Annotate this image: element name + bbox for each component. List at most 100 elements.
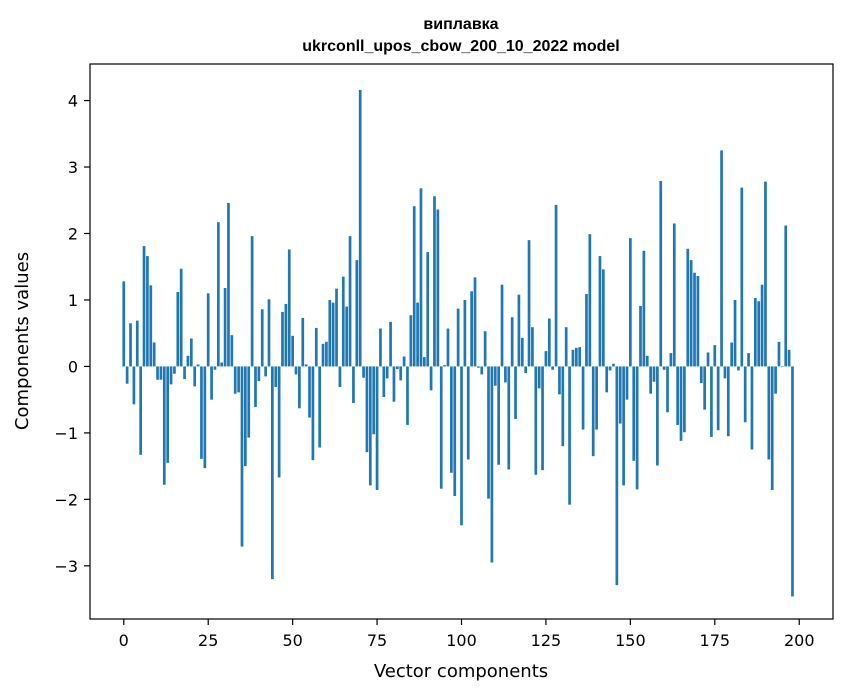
bar <box>206 293 210 367</box>
bar <box>210 366 213 400</box>
bar <box>463 299 467 367</box>
bar <box>385 366 389 379</box>
bar <box>379 328 382 367</box>
bar <box>706 352 710 367</box>
bar <box>186 355 190 367</box>
bar <box>318 366 321 448</box>
bar <box>348 236 352 367</box>
bar <box>135 320 139 367</box>
bar <box>764 181 767 367</box>
x-tick-label: 100 <box>446 631 477 650</box>
bar <box>551 366 555 370</box>
y-tick-label: 3 <box>68 158 78 177</box>
bar <box>710 366 713 437</box>
bar <box>504 366 507 383</box>
bar <box>784 225 788 367</box>
bar <box>672 223 676 367</box>
x-tick-label: 75 <box>367 631 387 650</box>
bar <box>571 349 575 367</box>
x-tick-label: 200 <box>784 631 815 650</box>
chart-title-line1: виплавка <box>423 16 498 33</box>
bar <box>257 366 261 382</box>
x-tick-label: 50 <box>282 631 302 650</box>
bar <box>527 240 531 367</box>
bar <box>588 234 592 367</box>
bar <box>666 366 669 413</box>
bar <box>612 363 615 367</box>
bar <box>487 366 490 499</box>
bar <box>426 252 430 367</box>
bar <box>652 366 656 382</box>
bar <box>760 284 764 367</box>
bar <box>250 236 254 367</box>
bar <box>618 366 622 424</box>
bar <box>392 366 396 402</box>
bar <box>399 366 403 381</box>
x-tick-label: 150 <box>615 631 646 650</box>
bar <box>507 366 511 470</box>
bar <box>564 327 568 367</box>
bar <box>757 301 761 367</box>
bar <box>770 366 774 491</box>
bar <box>456 308 460 367</box>
bar <box>541 366 544 471</box>
bar <box>703 366 707 410</box>
bar <box>601 269 605 367</box>
bar <box>304 364 308 367</box>
bar <box>132 366 136 405</box>
bar <box>402 356 406 367</box>
bar <box>375 366 379 491</box>
y-tick-label: −3 <box>54 557 78 576</box>
bar <box>423 357 426 367</box>
bar <box>791 366 794 597</box>
bar <box>352 366 355 403</box>
y-tick-label: 0 <box>68 357 78 376</box>
bar <box>493 366 497 386</box>
bar <box>537 366 541 389</box>
bar <box>544 351 548 367</box>
bar <box>314 327 318 367</box>
bar <box>382 366 386 397</box>
bar <box>578 347 582 367</box>
bar <box>726 366 730 437</box>
bar <box>146 256 149 367</box>
bar <box>271 366 274 580</box>
bar <box>740 187 744 367</box>
bar <box>629 238 632 367</box>
bar <box>176 291 180 367</box>
bar <box>189 338 193 367</box>
bar <box>453 366 457 497</box>
bar <box>395 366 399 370</box>
x-axis-label: Vector components <box>374 661 548 682</box>
bar <box>716 366 720 431</box>
bar <box>676 366 679 425</box>
bar <box>585 293 588 367</box>
bar <box>149 285 153 367</box>
bar <box>436 209 440 367</box>
bar <box>466 366 470 460</box>
bars-group <box>122 89 794 597</box>
bar <box>460 366 463 526</box>
x-axis-ticks: 0 25 50 75 100 125 150 175 200 <box>119 619 815 650</box>
bar <box>406 366 409 425</box>
bar <box>470 291 473 367</box>
bar <box>531 327 534 367</box>
bar <box>480 366 484 375</box>
bar <box>615 366 619 586</box>
bar <box>362 366 365 378</box>
bar <box>696 276 700 367</box>
bar <box>267 299 271 367</box>
y-tick-label: −2 <box>54 490 78 509</box>
bar <box>365 366 369 453</box>
bar <box>713 345 717 367</box>
bar <box>605 366 609 393</box>
bar <box>156 366 159 380</box>
bar <box>514 366 517 419</box>
bar <box>308 366 311 418</box>
bar <box>743 366 747 423</box>
bar <box>689 260 693 367</box>
bar <box>635 366 639 490</box>
bar <box>321 343 325 367</box>
bar <box>274 366 278 388</box>
bar <box>237 366 240 393</box>
